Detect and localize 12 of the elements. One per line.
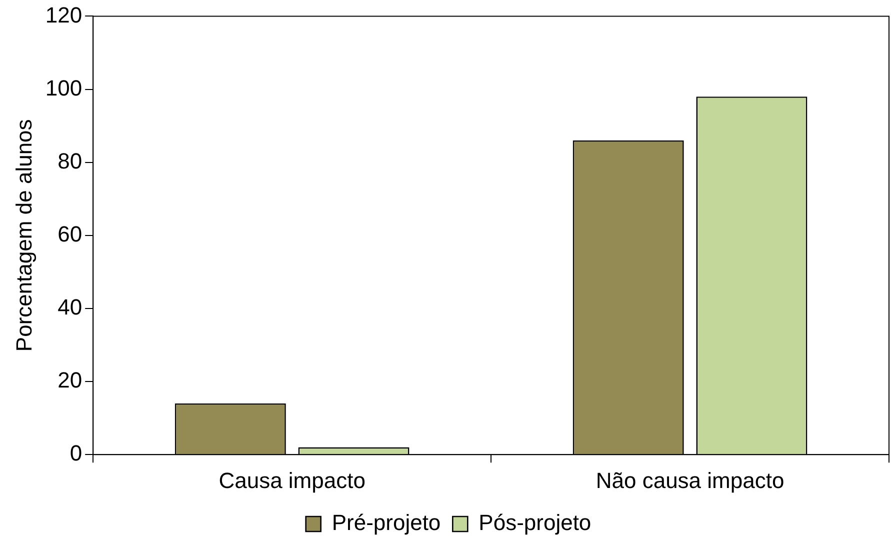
y-tick-label: 100 xyxy=(45,75,82,100)
y-tick-label: 120 xyxy=(45,2,82,28)
y-tick-label: 80 xyxy=(58,148,82,174)
legend-label: Pós-projeto xyxy=(478,510,592,536)
y-tick-label: 60 xyxy=(58,221,82,246)
legend-label: Pré-projeto xyxy=(332,510,441,536)
x-tick-label: Causa impacto xyxy=(218,468,366,493)
y-axis-title: Porcentagem de alunos xyxy=(11,119,36,352)
y-tick-label: 0 xyxy=(70,440,82,466)
x-tick-label: Não causa impacto xyxy=(596,468,784,493)
y-tick-label: 20 xyxy=(58,368,82,393)
y-tick-label: 40 xyxy=(58,294,82,320)
